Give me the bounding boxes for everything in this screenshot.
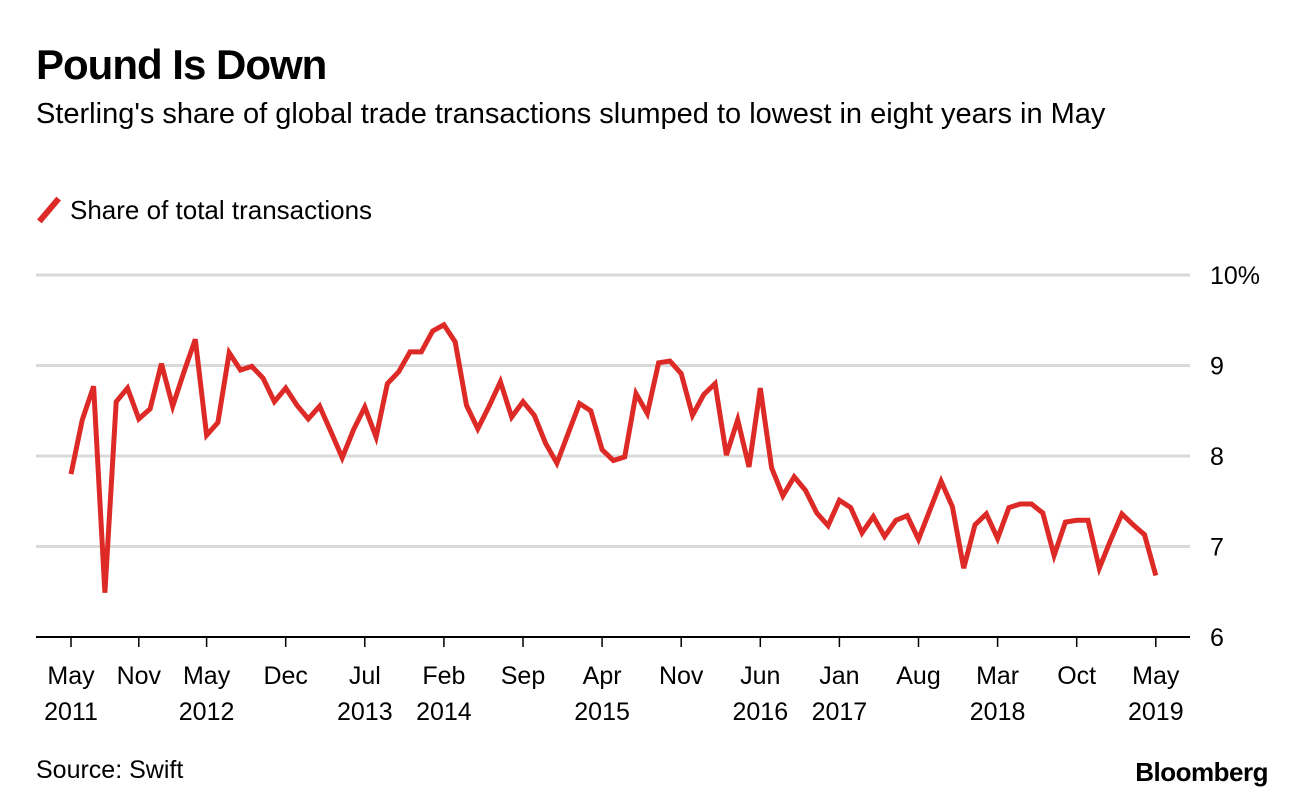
chart-title: Pound Is Down	[36, 41, 327, 88]
x-tick-label: Jan	[819, 662, 859, 690]
y-tick-label: 9	[1210, 353, 1224, 381]
x-tick-label: Sep	[501, 662, 545, 690]
chart-subtitle: Sterling's share of global trade transac…	[36, 98, 1106, 130]
y-tick-label: 7	[1210, 534, 1224, 562]
y-tick-label: 8	[1210, 443, 1224, 471]
x-tick-label: May	[47, 662, 95, 690]
x-tick-year-label: 2018	[970, 698, 1026, 726]
y-axis-ticks: 10% 9 8 7 6	[1210, 262, 1260, 652]
x-tick-year-label: 2016	[732, 698, 788, 726]
bloomberg-logo: Bloomberg	[1135, 757, 1268, 787]
y-tick-label: 6	[1210, 624, 1224, 652]
legend: Share of total transactions	[36, 193, 372, 227]
x-tick-year-label: 2014	[416, 698, 472, 726]
x-tick-label: Mar	[976, 662, 1019, 690]
legend-label: Share of total transactions	[70, 194, 373, 225]
x-tick-label: Oct	[1057, 662, 1096, 690]
x-tick-year-label: 2011	[44, 698, 98, 726]
x-tick-label: Jun	[740, 662, 780, 690]
x-tick-year-label: 2015	[574, 698, 630, 726]
x-tick-label: Jul	[349, 662, 381, 690]
x-tick-label: May	[1132, 662, 1180, 690]
y-tick-label: 10%	[1210, 262, 1260, 290]
x-tick-label: May	[183, 662, 231, 690]
x-tick-label: Feb	[422, 662, 465, 690]
source-note: Source: Swift	[36, 756, 184, 784]
x-tick-label: Apr	[583, 662, 622, 690]
x-tick-label: Nov	[117, 662, 162, 690]
x-tick-year-label: 2017	[812, 698, 868, 726]
x-tick-year-label: 2012	[179, 698, 235, 726]
x-tick-year-label: 2013	[337, 698, 393, 726]
x-tick-year-label: 2019	[1128, 698, 1184, 726]
x-tick-label: Aug	[896, 662, 940, 690]
x-axis: May 2011 Nov May 2012 Dec Jul 2013 Feb 2014 Sep Apr…	[36, 636, 1190, 726]
series-layer	[68, 321, 1159, 593]
x-tick-label: Nov	[659, 662, 704, 690]
x-tick-label: Dec	[263, 662, 307, 690]
